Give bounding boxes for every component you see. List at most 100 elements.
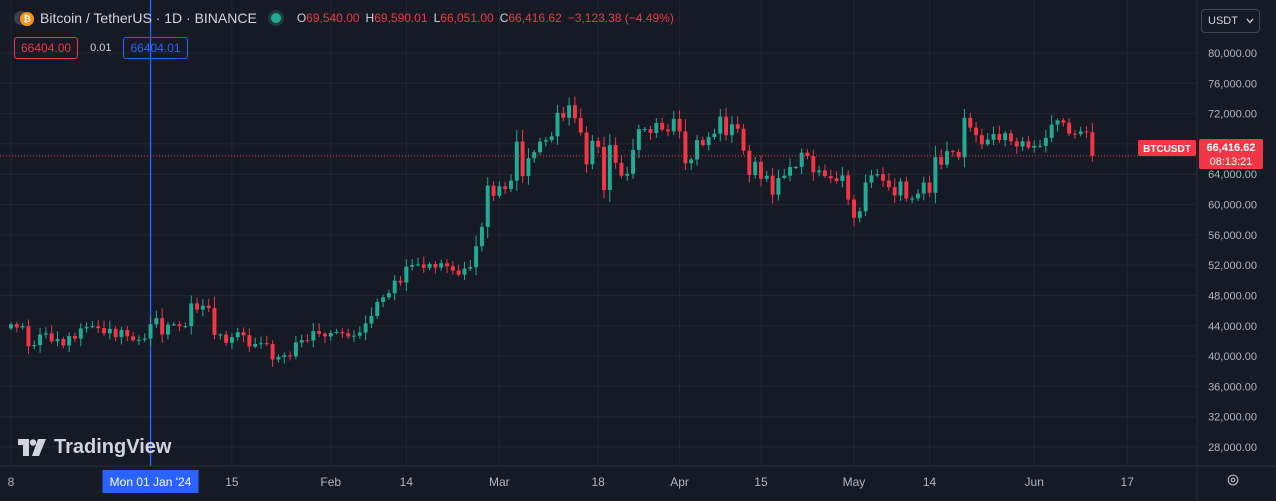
candle-body xyxy=(270,343,275,360)
candle-body xyxy=(479,226,484,247)
candle-body xyxy=(410,265,415,267)
candle-body xyxy=(509,180,513,189)
candle-body xyxy=(1055,120,1060,125)
candle-body xyxy=(148,324,153,339)
x-tick-label: 14 xyxy=(923,475,937,489)
candle-body xyxy=(346,333,351,337)
last-price-tag-price: 66,416.62 xyxy=(1207,142,1256,154)
y-tick-label: 60,000.00 xyxy=(1208,200,1257,212)
candle-body xyxy=(782,175,787,178)
candle-body xyxy=(386,293,391,298)
candle-body xyxy=(1014,141,1019,147)
x-tick-label: Jun xyxy=(1025,475,1044,489)
currency-select[interactable]: USDT xyxy=(1201,9,1260,33)
x-tick-label: May xyxy=(843,475,866,489)
candle-body xyxy=(613,145,618,163)
candle-body xyxy=(264,343,269,345)
candle-body xyxy=(1090,132,1095,156)
candle-body xyxy=(107,328,112,334)
candle-body xyxy=(415,264,420,266)
candle-body xyxy=(474,246,479,268)
candle-body xyxy=(160,318,165,335)
candle-body xyxy=(1067,122,1072,134)
candle-body xyxy=(776,178,781,195)
candle-body xyxy=(968,117,973,128)
candle-body xyxy=(561,112,566,118)
candle-body xyxy=(584,132,589,165)
candle-body xyxy=(293,342,298,357)
x-tick-label: Apr xyxy=(670,475,689,489)
candle-body xyxy=(526,158,531,177)
market-status-icon[interactable] xyxy=(270,13,281,23)
time-axis[interactable]: 8 15 Feb 14 Mar 18 Apr 15 May 14 Jun 17 xyxy=(8,475,1135,489)
candle-body xyxy=(1008,133,1013,142)
crosshair-date-text: Mon 01 Jan '24 xyxy=(110,475,192,489)
candle-body xyxy=(154,318,159,325)
candle-body xyxy=(462,268,467,275)
candle-body xyxy=(113,328,118,338)
candle-body xyxy=(799,152,804,168)
candle-body xyxy=(596,140,601,147)
candle-body xyxy=(253,343,258,347)
candle-body xyxy=(381,297,386,302)
x-tick-label: 15 xyxy=(754,475,768,489)
y-tick-label: 52,000.00 xyxy=(1208,260,1257,272)
candle-body xyxy=(311,331,316,341)
candle-body xyxy=(421,264,426,268)
candle-body xyxy=(689,159,694,164)
candle-body xyxy=(660,123,665,130)
symbol-title[interactable]: Bitcoin / TetherUS · 1D · BINANCE xyxy=(40,10,257,26)
candle-body xyxy=(840,175,845,182)
candle-body xyxy=(282,355,287,357)
y-tick-label: 48,000.00 xyxy=(1208,290,1257,302)
candle-body xyxy=(189,303,194,327)
candle-body xyxy=(142,338,147,340)
candle-body xyxy=(991,134,996,140)
candle-body xyxy=(485,185,490,227)
candle-body xyxy=(700,140,705,146)
change-value: −3,123.38 (−4.49%) xyxy=(567,11,674,25)
candle-body xyxy=(695,140,699,160)
y-tick-label: 32,000.00 xyxy=(1208,412,1257,424)
candle-body xyxy=(753,161,758,175)
candle-body xyxy=(433,264,438,268)
candle-body xyxy=(770,175,775,195)
candle-body xyxy=(165,324,170,335)
candle-body xyxy=(450,266,455,271)
candle-body xyxy=(72,336,77,339)
buy-button[interactable]: 66404.01 xyxy=(123,37,188,59)
y-tick-label: 80,000.00 xyxy=(1208,48,1257,60)
candle-body xyxy=(910,198,915,200)
candle-body xyxy=(607,145,612,191)
candle-body xyxy=(567,105,572,118)
candle-body xyxy=(915,193,920,199)
candle-body xyxy=(299,340,304,343)
y-tick-label: 56,000.00 xyxy=(1208,230,1257,242)
candle-body xyxy=(1026,141,1031,148)
candle-body xyxy=(805,152,810,157)
candle-body xyxy=(933,157,938,193)
candle-body xyxy=(747,150,752,175)
sell-button[interactable]: 66404.00 xyxy=(14,37,79,59)
settings-gear-icon[interactable] xyxy=(1226,473,1240,487)
candle-body xyxy=(532,152,537,159)
candle-body xyxy=(572,105,577,119)
chevron-down-icon xyxy=(1246,18,1254,24)
candle-body xyxy=(1078,131,1083,135)
candle-body xyxy=(224,334,229,343)
candle-body xyxy=(404,266,409,283)
tradingview-logo: TradingView xyxy=(18,436,171,459)
candle-body xyxy=(229,337,234,343)
candle-body xyxy=(665,129,670,132)
candle-body xyxy=(950,151,955,153)
candle-body xyxy=(822,170,827,177)
candle-body xyxy=(578,118,583,133)
candle-body xyxy=(102,328,106,334)
candle-body xyxy=(32,345,37,347)
candle-body xyxy=(468,267,473,269)
candle-body xyxy=(90,326,95,328)
candle-body xyxy=(724,116,729,136)
y-tick-label: 64,000.00 xyxy=(1208,169,1257,181)
